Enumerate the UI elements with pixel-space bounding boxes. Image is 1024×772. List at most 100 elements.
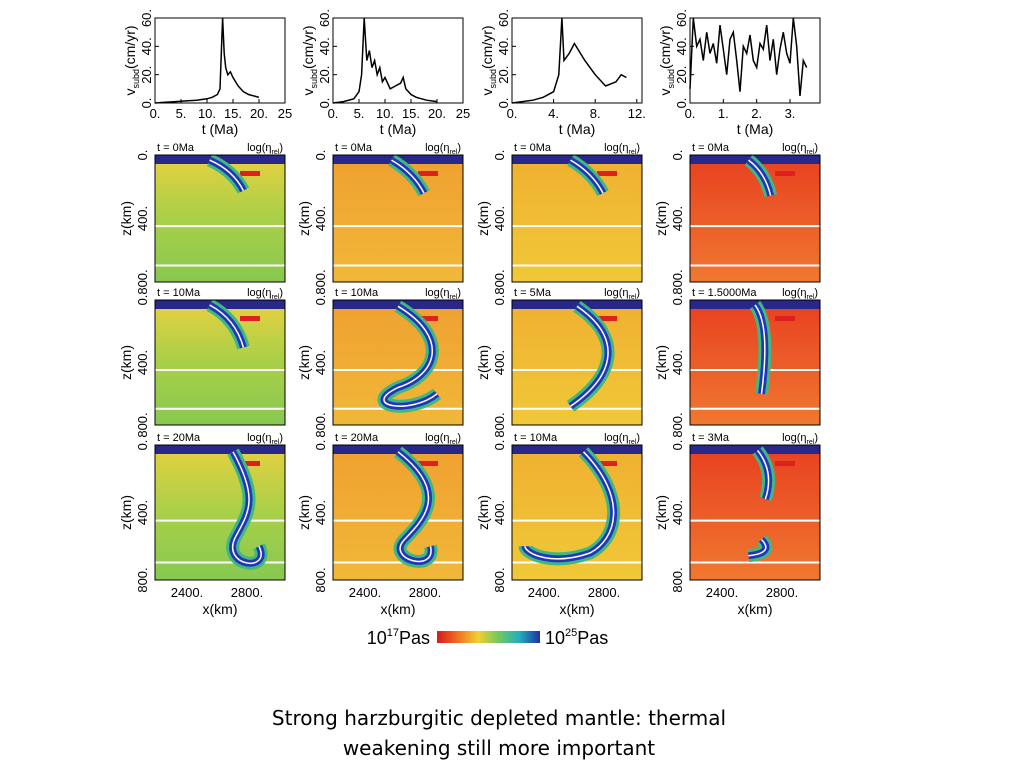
crust [418,461,438,466]
symbol: log(η [782,287,806,299]
y-tick-label: 0. [317,98,332,109]
x-tick-label: 2400. [528,585,561,600]
z-tick-label: 800. [670,412,685,437]
crust [240,461,260,466]
x-tick-label: 2400. [349,585,382,600]
snapshot-panel [154,154,286,283]
x-tick-label: 8. [590,106,601,121]
field [512,155,642,282]
y-tick-label: 0. [139,98,154,109]
z-axis-label: z(km) [475,495,491,530]
field [155,155,285,282]
subscript: subd [131,69,141,89]
y-axis-label: vsubd(cm/yr) [300,25,319,95]
caption: Strong harzburgitic depleted mantle: the… [272,706,726,730]
z-tick-label: 400. [492,500,507,525]
subscript: rel [450,149,458,156]
x-tick-label: 4. [548,106,559,121]
lithosphere [333,300,463,309]
snapshot-panel [511,444,643,581]
subscript: rel [807,149,815,156]
z-axis-label: z(km) [475,201,491,236]
x-tick-label: 0. [507,106,518,121]
time-label: t = 20Ma [157,432,201,444]
close: ) [636,142,640,154]
x-axis-label: x(km) [560,601,595,617]
quantity-label: log(ηrel) [247,142,283,156]
close: ) [279,142,283,154]
field [155,300,285,425]
panel-frame [511,299,643,426]
x-tick-label: 2800. [588,585,621,600]
lithosphere [155,445,285,454]
unit: (cm/yr) [122,25,138,69]
z-axis-label: z(km) [296,201,312,236]
subscript: subd [309,69,319,89]
panel-frame [154,444,286,581]
x-axis-label: t (Ma) [737,121,774,137]
time-label: t = 0Ma [157,142,195,154]
colorbar-min: 1017Pas [367,627,430,648]
symbol: log(η [425,432,449,444]
time-label: t = 20Ma [335,432,379,444]
snapshot-panel [689,154,821,283]
x-tick-label: 20. [250,106,268,121]
quantity-label: log(ηrel) [604,432,640,446]
x-tick-label: 2800. [409,585,442,600]
y-axis-label: vsubd(cm/yr) [122,25,141,95]
z-tick-label: 800. [492,269,507,294]
y-tick-label: 20. [674,66,689,84]
symbol: log(η [247,142,271,154]
base: 10 [545,628,565,648]
y-tick-label: 60. [496,9,511,27]
plot-frame [689,17,821,104]
symbol: log(η [604,287,628,299]
x-tick-label: 20. [428,106,446,121]
time-label: t = 10Ma [157,287,201,299]
y-tick-label: 40. [496,37,511,55]
z-tick-label: 800. [313,412,328,437]
z-tick-label: 0. [492,295,507,306]
z-tick-label: 800. [670,567,685,592]
z-tick-label: 800. [313,567,328,592]
snapshot-panel [511,299,643,426]
crust [775,316,795,321]
z-axis-label: z(km) [118,201,134,236]
x-axis-label: t (Ma) [380,121,417,137]
symbol: log(η [782,432,806,444]
panel-frame [154,154,286,283]
colorbar [437,631,540,643]
x-axis-label: x(km) [203,601,238,617]
z-tick-label: 0. [313,150,328,161]
y-tick-label: 40. [674,37,689,55]
z-tick-label: 800. [135,269,150,294]
lithosphere [333,445,463,454]
x-tick-label: 5. [354,106,365,121]
subscript: rel [807,439,815,446]
subscript: rel [272,439,280,446]
field [690,300,820,425]
slab-core [748,159,772,196]
symbol: log(η [425,287,449,299]
quantity-label: log(ηrel) [425,142,461,156]
x-tick-label: 12. [628,106,646,121]
x-tick-label: 15. [402,106,420,121]
time-label: t = 5Ma [514,287,552,299]
time-label: t = 0Ma [692,142,730,154]
z-tick-label: 400. [135,206,150,231]
unit: (cm/yr) [479,25,495,69]
x-tick-label: 0. [328,106,339,121]
close: ) [457,142,461,154]
close: ) [636,432,640,444]
slab-core [232,451,262,564]
z-tick-label: 0. [670,440,685,451]
slab-core [524,451,615,560]
z-axis-label: z(km) [118,495,134,530]
panel-frame [511,154,643,283]
snapshot-panel [332,444,464,581]
z-tick-label: 0. [670,295,685,306]
x-tick-label: 2400. [706,585,739,600]
z-axis-label: z(km) [653,495,669,530]
subscript: rel [629,149,637,156]
panel-frame [511,444,643,581]
